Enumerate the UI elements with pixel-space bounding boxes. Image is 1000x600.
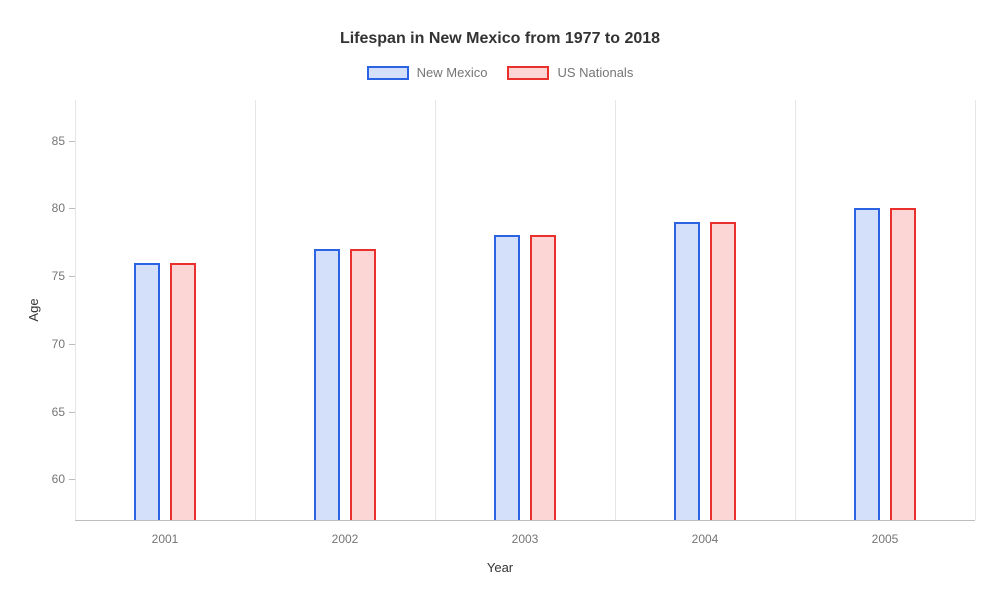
y-tick-mark bbox=[69, 344, 75, 345]
grid-line bbox=[975, 100, 976, 520]
grid-line bbox=[75, 100, 76, 520]
y-tick-mark bbox=[69, 412, 75, 413]
y-axis-title: Age bbox=[26, 298, 41, 321]
y-tick-label: 65 bbox=[52, 405, 65, 419]
x-tick-label: 2005 bbox=[872, 532, 899, 546]
grid-line bbox=[615, 100, 616, 520]
legend-label: US Nationals bbox=[557, 65, 633, 80]
grid-line bbox=[255, 100, 256, 520]
y-tick-mark bbox=[69, 141, 75, 142]
y-tick-label: 80 bbox=[52, 201, 65, 215]
x-tick-label: 2003 bbox=[512, 532, 539, 546]
bar[interactable] bbox=[494, 235, 520, 520]
y-tick-mark bbox=[69, 479, 75, 480]
bar[interactable] bbox=[170, 263, 196, 520]
bar[interactable] bbox=[350, 249, 376, 520]
bar[interactable] bbox=[674, 222, 700, 520]
bar[interactable] bbox=[530, 235, 556, 520]
x-tick-label: 2002 bbox=[332, 532, 359, 546]
legend-swatch bbox=[367, 66, 409, 80]
x-axis-line bbox=[75, 520, 975, 521]
legend-item-1[interactable]: US Nationals bbox=[507, 65, 633, 80]
bar[interactable] bbox=[890, 208, 916, 520]
y-tick-label: 70 bbox=[52, 337, 65, 351]
grid-line bbox=[435, 100, 436, 520]
x-tick-label: 2001 bbox=[152, 532, 179, 546]
y-tick-mark bbox=[69, 276, 75, 277]
chart-title: Lifespan in New Mexico from 1977 to 2018 bbox=[0, 30, 1000, 48]
x-tick-label: 2004 bbox=[692, 532, 719, 546]
bar[interactable] bbox=[134, 263, 160, 520]
bar[interactable] bbox=[710, 222, 736, 520]
y-tick-label: 75 bbox=[52, 269, 65, 283]
x-axis-title: Year bbox=[0, 560, 1000, 575]
legend-swatch bbox=[507, 66, 549, 80]
y-tick-mark bbox=[69, 208, 75, 209]
legend-item-0[interactable]: New Mexico bbox=[367, 65, 488, 80]
legend-label: New Mexico bbox=[417, 65, 488, 80]
grid-line bbox=[795, 100, 796, 520]
legend: New Mexico US Nationals bbox=[0, 65, 1000, 80]
bar[interactable] bbox=[314, 249, 340, 520]
y-tick-label: 60 bbox=[52, 472, 65, 486]
bar[interactable] bbox=[854, 208, 880, 520]
plot-area bbox=[75, 100, 975, 520]
y-tick-label: 85 bbox=[52, 134, 65, 148]
